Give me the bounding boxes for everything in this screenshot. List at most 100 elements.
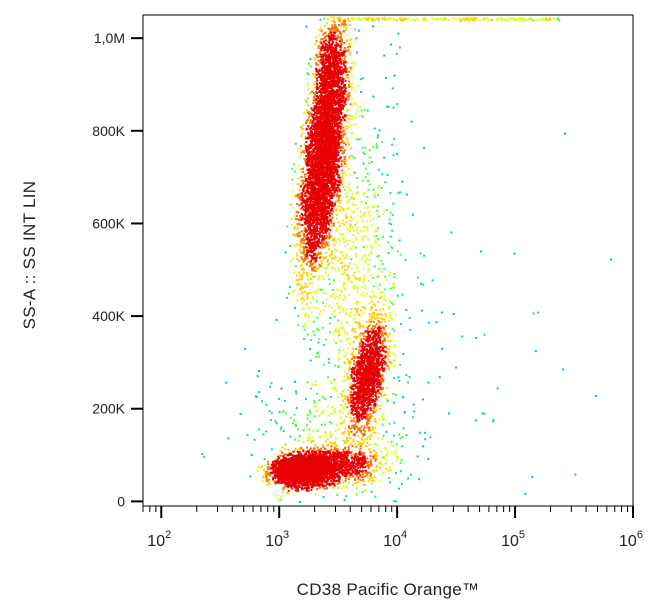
data-point — [396, 103, 399, 106]
data-point — [400, 323, 403, 325]
data-point — [342, 185, 345, 188]
data-point — [313, 42, 316, 45]
data-point — [348, 468, 351, 471]
data-point — [342, 69, 345, 72]
data-point — [388, 314, 391, 317]
data-point — [316, 77, 319, 80]
data-point — [329, 432, 332, 435]
data-point — [334, 475, 337, 478]
data-point — [336, 179, 339, 182]
data-point — [333, 479, 336, 482]
data-point — [408, 317, 411, 319]
data-point — [344, 114, 347, 117]
data-point — [343, 223, 346, 226]
data-point — [395, 443, 398, 446]
data-point — [366, 326, 369, 329]
data-point — [294, 142, 297, 145]
data-point — [374, 391, 377, 394]
data-point — [317, 47, 320, 49]
data-point — [357, 435, 360, 438]
data-point — [343, 419, 346, 422]
data-point — [344, 87, 347, 90]
data-point — [337, 114, 340, 117]
data-point — [327, 264, 330, 267]
data-point — [351, 475, 354, 478]
data-point — [345, 457, 348, 460]
data-point — [363, 457, 366, 460]
data-point — [377, 205, 380, 208]
data-point — [369, 336, 372, 339]
data-point — [403, 411, 406, 414]
data-point — [345, 192, 348, 195]
data-point — [368, 464, 371, 466]
data-point — [361, 463, 364, 466]
data-point — [348, 377, 351, 380]
data-point — [301, 301, 303, 304]
data-point — [336, 288, 339, 291]
data-point — [326, 50, 329, 53]
data-point — [259, 467, 262, 470]
data-point — [324, 267, 326, 269]
data-point — [328, 40, 331, 42]
data-point — [407, 477, 409, 480]
data-point — [304, 314, 307, 317]
data-point — [318, 246, 321, 249]
data-point — [347, 471, 350, 474]
data-point — [348, 94, 351, 97]
data-point — [371, 338, 374, 341]
data-point — [377, 301, 380, 304]
data-point — [372, 25, 375, 28]
data-point — [354, 478, 357, 481]
data-point — [295, 485, 298, 488]
data-point — [316, 392, 318, 395]
data-point — [343, 472, 346, 475]
data-point — [302, 232, 305, 235]
data-point — [355, 465, 358, 468]
data-point — [267, 468, 270, 470]
data-point — [394, 313, 397, 316]
data-point — [333, 47, 336, 50]
data-point — [375, 469, 378, 472]
data-point — [344, 55, 347, 58]
data-point — [347, 46, 350, 49]
data-point — [367, 328, 369, 331]
data-point — [306, 168, 309, 171]
data-point — [378, 331, 381, 334]
data-point — [267, 460, 269, 463]
data-point — [364, 404, 367, 407]
data-point — [311, 486, 314, 489]
data-point — [339, 157, 341, 160]
data-point — [399, 19, 402, 22]
data-point — [388, 320, 391, 322]
data-point — [349, 66, 352, 69]
data-point — [338, 142, 341, 145]
data-point — [356, 440, 359, 443]
data-point — [357, 477, 360, 480]
data-point — [333, 190, 336, 193]
data-point — [347, 399, 350, 402]
data-point — [321, 262, 324, 265]
data-point — [341, 250, 344, 253]
data-point — [369, 415, 372, 418]
data-point — [338, 55, 341, 58]
data-point — [348, 155, 351, 158]
data-point — [354, 112, 357, 115]
data-point — [349, 416, 352, 419]
data-point — [340, 451, 343, 454]
data-point — [341, 81, 344, 84]
data-point — [307, 439, 310, 442]
data-point — [337, 358, 340, 361]
data-point — [395, 472, 397, 475]
data-point — [336, 76, 339, 79]
data-point — [348, 401, 350, 404]
data-point — [354, 102, 357, 105]
data-point — [336, 80, 338, 83]
data-point — [359, 200, 362, 203]
data-point — [284, 251, 287, 254]
data-point — [344, 143, 347, 146]
data-point — [382, 308, 385, 311]
data-point — [403, 18, 406, 20]
data-point — [360, 78, 363, 81]
data-point — [297, 164, 300, 167]
data-point — [384, 363, 387, 366]
